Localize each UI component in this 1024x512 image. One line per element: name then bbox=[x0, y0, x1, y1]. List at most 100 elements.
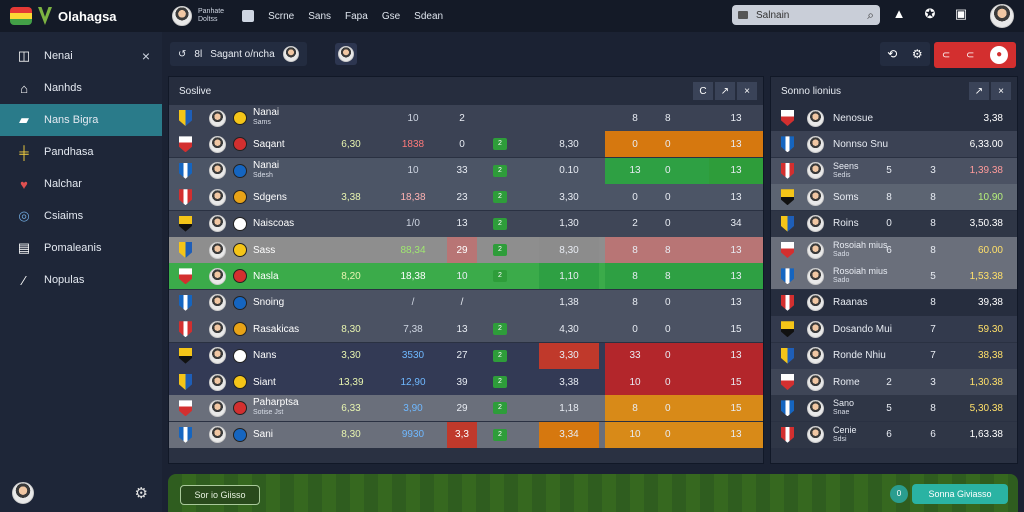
player-avatar bbox=[807, 158, 824, 184]
user-avatar[interactable] bbox=[990, 4, 1014, 28]
refresh-icon[interactable]: ↺ bbox=[178, 48, 187, 60]
table-row[interactable]: Paharptsa Sotise Jst 6,33 3,90 29 2 1,18 … bbox=[169, 395, 763, 422]
stat-value: 10.90 bbox=[977, 191, 1003, 203]
sidebar-item[interactable]: ▤ Pomaleanis bbox=[0, 232, 162, 264]
list-item[interactable]: Dosando Mui 7 59.30 bbox=[771, 316, 1017, 343]
nav-item[interactable]: Scrne bbox=[268, 10, 295, 22]
team-name: Saqant bbox=[253, 138, 285, 150]
crest-icon bbox=[179, 158, 193, 184]
list-item[interactable]: Rosoiah mius Sado 5 1,53.38 bbox=[771, 263, 1017, 290]
list-item[interactable]: Sano Snae 5 8 5,30.38 bbox=[771, 395, 1017, 422]
topbar-user[interactable]: Panhate Doltss bbox=[172, 6, 224, 26]
stat-3: 29 bbox=[456, 402, 468, 414]
table-row[interactable]: Nanai Sams 10 2 8 8 13 bbox=[169, 105, 763, 131]
sidebar-item[interactable]: ⌂ Nanhds bbox=[0, 72, 162, 104]
nav-item[interactable]: Fapa bbox=[345, 10, 368, 22]
list-item[interactable]: Soms 8 8 10.90 bbox=[771, 184, 1017, 211]
player-avatar bbox=[209, 395, 226, 421]
sidebar-item[interactable]: ╪ Pandhasa bbox=[0, 136, 162, 168]
nav-item[interactable]: Gse bbox=[381, 10, 401, 22]
stat-5: 8 bbox=[632, 297, 638, 309]
counter-badge[interactable]: 0 bbox=[890, 485, 908, 503]
table-row[interactable]: Rasakicas 8,30 7,38 13 2 4,30 0 0 15 bbox=[169, 316, 763, 343]
team-name: Paharptsa Sotise Jst bbox=[253, 397, 299, 417]
stat-1: 6 bbox=[886, 429, 892, 441]
crest-icon bbox=[781, 131, 794, 157]
player-name: Cenie Sdsi bbox=[833, 424, 857, 443]
stat-5: 8 bbox=[632, 112, 638, 124]
team-name: Snoing bbox=[253, 297, 285, 309]
search-icon[interactable]: ⌕ bbox=[867, 7, 874, 22]
sync-icon[interactable]: ⟲ bbox=[887, 47, 898, 61]
table-row[interactable]: Naiscoas 1/0 13 2 1,30 2 0 34 bbox=[169, 210, 763, 237]
status-badge: 2 bbox=[493, 263, 507, 289]
nav-item[interactable]: Sans bbox=[308, 10, 332, 22]
list-item[interactable]: Seens Sedis 5 3 1,39.38 bbox=[771, 157, 1017, 184]
close-icon[interactable]: × bbox=[141, 48, 150, 64]
table-row[interactable]: Nans 3,30 3530 27 2 3,30 33 0 13 bbox=[169, 342, 763, 369]
list-item[interactable]: Cenie Sdsi 6 6 1,63.38 bbox=[771, 421, 1017, 448]
stat-1 bbox=[333, 105, 369, 131]
sidebar-item[interactable]: ⁄ Nopulas bbox=[0, 264, 162, 296]
table-row[interactable]: Nasla 8,20 18,38 10 2 1,10 8 8 13 bbox=[169, 263, 763, 290]
stat-value: 5,30.38 bbox=[969, 402, 1003, 414]
list-item[interactable]: Raanas 8 39,38 bbox=[771, 289, 1017, 316]
square-icon[interactable]: ▣ bbox=[954, 6, 968, 21]
profile-avatar[interactable] bbox=[12, 482, 34, 504]
chart-icon: ╪ bbox=[19, 144, 29, 160]
list-item[interactable]: Roins 0 8 3,50.38 bbox=[771, 210, 1017, 237]
stat-value: 3,50.38 bbox=[969, 218, 1003, 230]
crest-icon bbox=[781, 184, 794, 210]
alert-small-icon[interactable]: ⊂ bbox=[965, 49, 975, 61]
nav-item[interactable]: Sdean bbox=[414, 10, 444, 22]
refresh-button[interactable]: C bbox=[693, 82, 713, 100]
expand-button[interactable]: ↗ bbox=[715, 82, 735, 100]
stat-2: 10 bbox=[407, 112, 419, 124]
right-action-button[interactable]: Sonna Giviasso bbox=[912, 484, 1008, 504]
table-row[interactable]: Sdgens 3,38 18,38 23 2 3,30 0 0 13 bbox=[169, 184, 763, 211]
bell-icon[interactable]: ▲ bbox=[892, 6, 906, 21]
list-item[interactable]: Rome 2 3 1,30.38 bbox=[771, 369, 1017, 395]
close-button[interactable]: × bbox=[737, 82, 757, 100]
list-item[interactable]: Nenosue 3,38 bbox=[771, 105, 1017, 131]
stat-3: 29 bbox=[447, 237, 477, 263]
table-row[interactable]: Sass 88,34 29 2 8,30 8 8 13 bbox=[169, 237, 763, 263]
sidebar-item[interactable]: ◎ Csiaims bbox=[0, 200, 162, 232]
stat-1: 13,39 bbox=[338, 376, 364, 388]
sidebar-item[interactable]: ◫ Nenai bbox=[0, 40, 162, 72]
team-name: Nasla bbox=[253, 270, 279, 282]
badge-icon bbox=[233, 263, 247, 289]
sidebar-item-active[interactable]: ▰ Nans Bigra bbox=[0, 104, 162, 136]
list-item[interactable]: Nonnso Snu 6,33.00 bbox=[771, 131, 1017, 158]
stat-2: 3530 bbox=[401, 350, 425, 362]
crumb-avatar-button[interactable] bbox=[335, 43, 357, 65]
sidebar-item-label: Nanhds bbox=[44, 82, 82, 94]
table-row[interactable]: Sani 8,30 9930 3,3 2 3,34 10 0 13 bbox=[169, 421, 763, 448]
breadcrumb[interactable]: ↺ 8l Sagant o/ncha bbox=[170, 42, 307, 66]
player-name: Rome bbox=[833, 376, 860, 388]
expand-button[interactable]: ↗ bbox=[969, 82, 989, 100]
player-avatar bbox=[209, 369, 226, 395]
table-row[interactable]: Saqant 6,30 1838 0 2 8,30 0 0 13 bbox=[169, 131, 763, 158]
left-action-button[interactable]: Sor io Giisso bbox=[180, 485, 260, 505]
status-badge: 2 bbox=[493, 131, 507, 157]
record-icon[interactable]: ● bbox=[990, 46, 1009, 64]
table-row[interactable]: Snoing / / 1,38 8 0 13 bbox=[169, 289, 763, 316]
grid-icon[interactable] bbox=[242, 10, 255, 22]
gear-icon[interactable]: ⚙ bbox=[911, 47, 923, 61]
table-row[interactable]: Siant 13,39 12,90 39 2 3,38 10 0 15 bbox=[169, 369, 763, 395]
brand[interactable]: Olahagsa bbox=[0, 7, 160, 25]
close-button[interactable]: × bbox=[991, 82, 1011, 100]
gear-icon[interactable]: ⚙ bbox=[134, 485, 148, 502]
player-name: Dosando Mui bbox=[833, 323, 892, 335]
table-row[interactable]: Nanai Sdesh 10 33 2 0.10 13 0 13 bbox=[169, 157, 763, 184]
alert-small-icon[interactable]: ⊂ bbox=[941, 49, 951, 61]
list-item[interactable]: Ronde Nhiu 7 38,38 bbox=[771, 342, 1017, 369]
stat-value: 59.30 bbox=[977, 323, 1003, 335]
list-item[interactable]: Rosoiah mius Sado 6 8 60.00 bbox=[771, 237, 1017, 263]
search-input[interactable]: Salnain ⌕ bbox=[732, 5, 880, 25]
sidebar-item[interactable]: ♥ Nalchar bbox=[0, 168, 162, 200]
stat-value: 39,38 bbox=[977, 297, 1003, 309]
status-badge: 2 bbox=[493, 422, 507, 448]
soccer-ball-icon[interactable]: ✪ bbox=[924, 6, 936, 21]
